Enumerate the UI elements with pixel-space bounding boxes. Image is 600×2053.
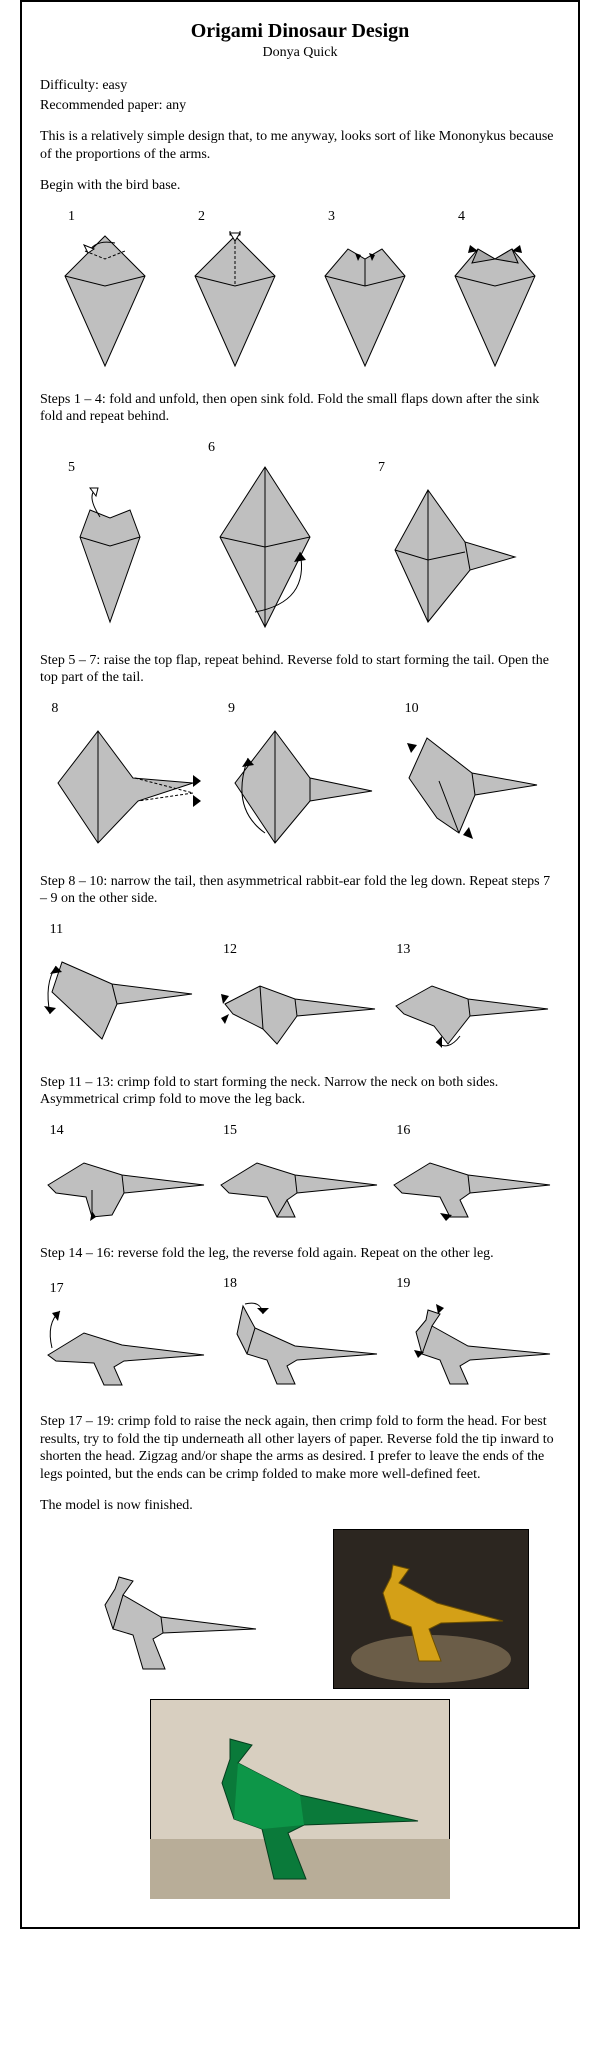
step-18: 18 xyxy=(215,1276,385,1393)
step-6: 6 xyxy=(200,440,330,632)
page-title: Origami Dinosaur Design xyxy=(40,20,560,43)
step-17: 17 xyxy=(42,1281,212,1393)
diagram-step-8 xyxy=(43,723,213,853)
diagram-step-12 xyxy=(215,964,385,1054)
step-row-2: 5 6 7 xyxy=(40,440,560,632)
diagram-step-1 xyxy=(60,231,150,371)
diagram-step-3 xyxy=(320,231,410,371)
diagram-step-2 xyxy=(190,231,280,371)
diagram-step-7 xyxy=(370,482,540,632)
step-number: 19 xyxy=(396,1276,410,1292)
step-number: 3 xyxy=(328,209,335,225)
photo-gold-svg xyxy=(333,1529,529,1689)
final-row-2 xyxy=(40,1699,560,1899)
diagram-step-6 xyxy=(200,462,330,632)
step-number: 10 xyxy=(405,701,419,717)
step-10: 10 xyxy=(397,701,557,853)
step-row-3: 8 9 10 xyxy=(40,701,560,853)
diagram-step-17 xyxy=(42,1303,212,1393)
step-5: 5 xyxy=(60,460,160,632)
step-4: 4 xyxy=(450,209,540,371)
diagram-step-14 xyxy=(42,1145,212,1225)
step-2: 2 xyxy=(190,209,280,371)
step-row-1: 1 2 3 xyxy=(40,209,560,371)
caption-2: Step 5 – 7: raise the top flap, repeat b… xyxy=(40,652,560,687)
step-number: 1 xyxy=(68,209,75,225)
step-number: 16 xyxy=(396,1123,410,1139)
photo-gold xyxy=(333,1529,529,1689)
diagram-step-9 xyxy=(220,723,390,853)
step-number: 7 xyxy=(378,460,385,476)
intro-text: This is a relatively simple design that,… xyxy=(40,128,560,163)
document-page: Origami Dinosaur Design Donya Quick Diff… xyxy=(20,0,580,1929)
photo-green-svg xyxy=(150,1699,450,1899)
step-number: 17 xyxy=(50,1281,64,1297)
step-number: 18 xyxy=(223,1276,237,1292)
diagram-step-10 xyxy=(397,723,557,853)
diagram-step-15 xyxy=(215,1145,385,1225)
paper-line: Recommended paper: any xyxy=(40,97,560,115)
final-line-drawing xyxy=(71,1559,271,1689)
caption-5: Step 14 – 16: reverse fold the leg, the … xyxy=(40,1245,560,1263)
caption-6: Step 17 – 19: crimp fold to raise the ne… xyxy=(40,1413,560,1483)
diagram-step-19 xyxy=(388,1298,558,1393)
caption-1: Steps 1 – 4: fold and unfold, then open … xyxy=(40,391,560,426)
step-15: 15 xyxy=(215,1123,385,1225)
step-row-4: 11 12 13 xyxy=(40,922,560,1054)
step-number: 2 xyxy=(198,209,205,225)
step-number: 6 xyxy=(208,440,215,456)
step-number: 9 xyxy=(228,701,235,717)
step-number: 8 xyxy=(51,701,58,717)
step-number: 4 xyxy=(458,209,465,225)
step-3: 3 xyxy=(320,209,410,371)
begin-text: Begin with the bird base. xyxy=(40,177,560,195)
diagram-step-5 xyxy=(60,482,160,632)
meta-block: Difficulty: easy Recommended paper: any xyxy=(40,77,560,114)
step-number: 12 xyxy=(223,942,237,958)
step-9: 9 xyxy=(220,701,390,853)
step-1: 1 xyxy=(60,209,150,371)
step-number: 14 xyxy=(50,1123,64,1139)
step-number: 13 xyxy=(396,942,410,958)
diagram-step-13 xyxy=(388,964,558,1054)
step-row-6: 17 18 19 xyxy=(40,1276,560,1393)
difficulty-line: Difficulty: easy xyxy=(40,77,560,95)
diagram-step-11 xyxy=(42,944,212,1054)
finished-text: The model is now finished. xyxy=(40,1497,560,1515)
final-row-1 xyxy=(40,1529,560,1689)
caption-4: Step 11 – 13: crimp fold to start formin… xyxy=(40,1074,560,1109)
author-line: Donya Quick xyxy=(40,45,560,61)
step-14: 14 xyxy=(42,1123,212,1225)
step-16: 16 xyxy=(388,1123,558,1225)
step-8: 8 xyxy=(43,701,213,853)
caption-3: Step 8 – 10: narrow the tail, then asymm… xyxy=(40,873,560,908)
diagram-step-18 xyxy=(215,1298,385,1393)
step-11: 11 xyxy=(42,922,212,1054)
step-7: 7 xyxy=(370,460,540,632)
step-12: 12 xyxy=(215,942,385,1054)
diagram-step-4 xyxy=(450,231,540,371)
step-row-5: 14 15 16 xyxy=(40,1123,560,1225)
step-number: 11 xyxy=(50,922,63,938)
step-13: 13 xyxy=(388,942,558,1054)
diagram-step-16 xyxy=(388,1145,558,1225)
step-19: 19 xyxy=(388,1276,558,1393)
step-number: 15 xyxy=(223,1123,237,1139)
step-number: 5 xyxy=(68,460,75,476)
